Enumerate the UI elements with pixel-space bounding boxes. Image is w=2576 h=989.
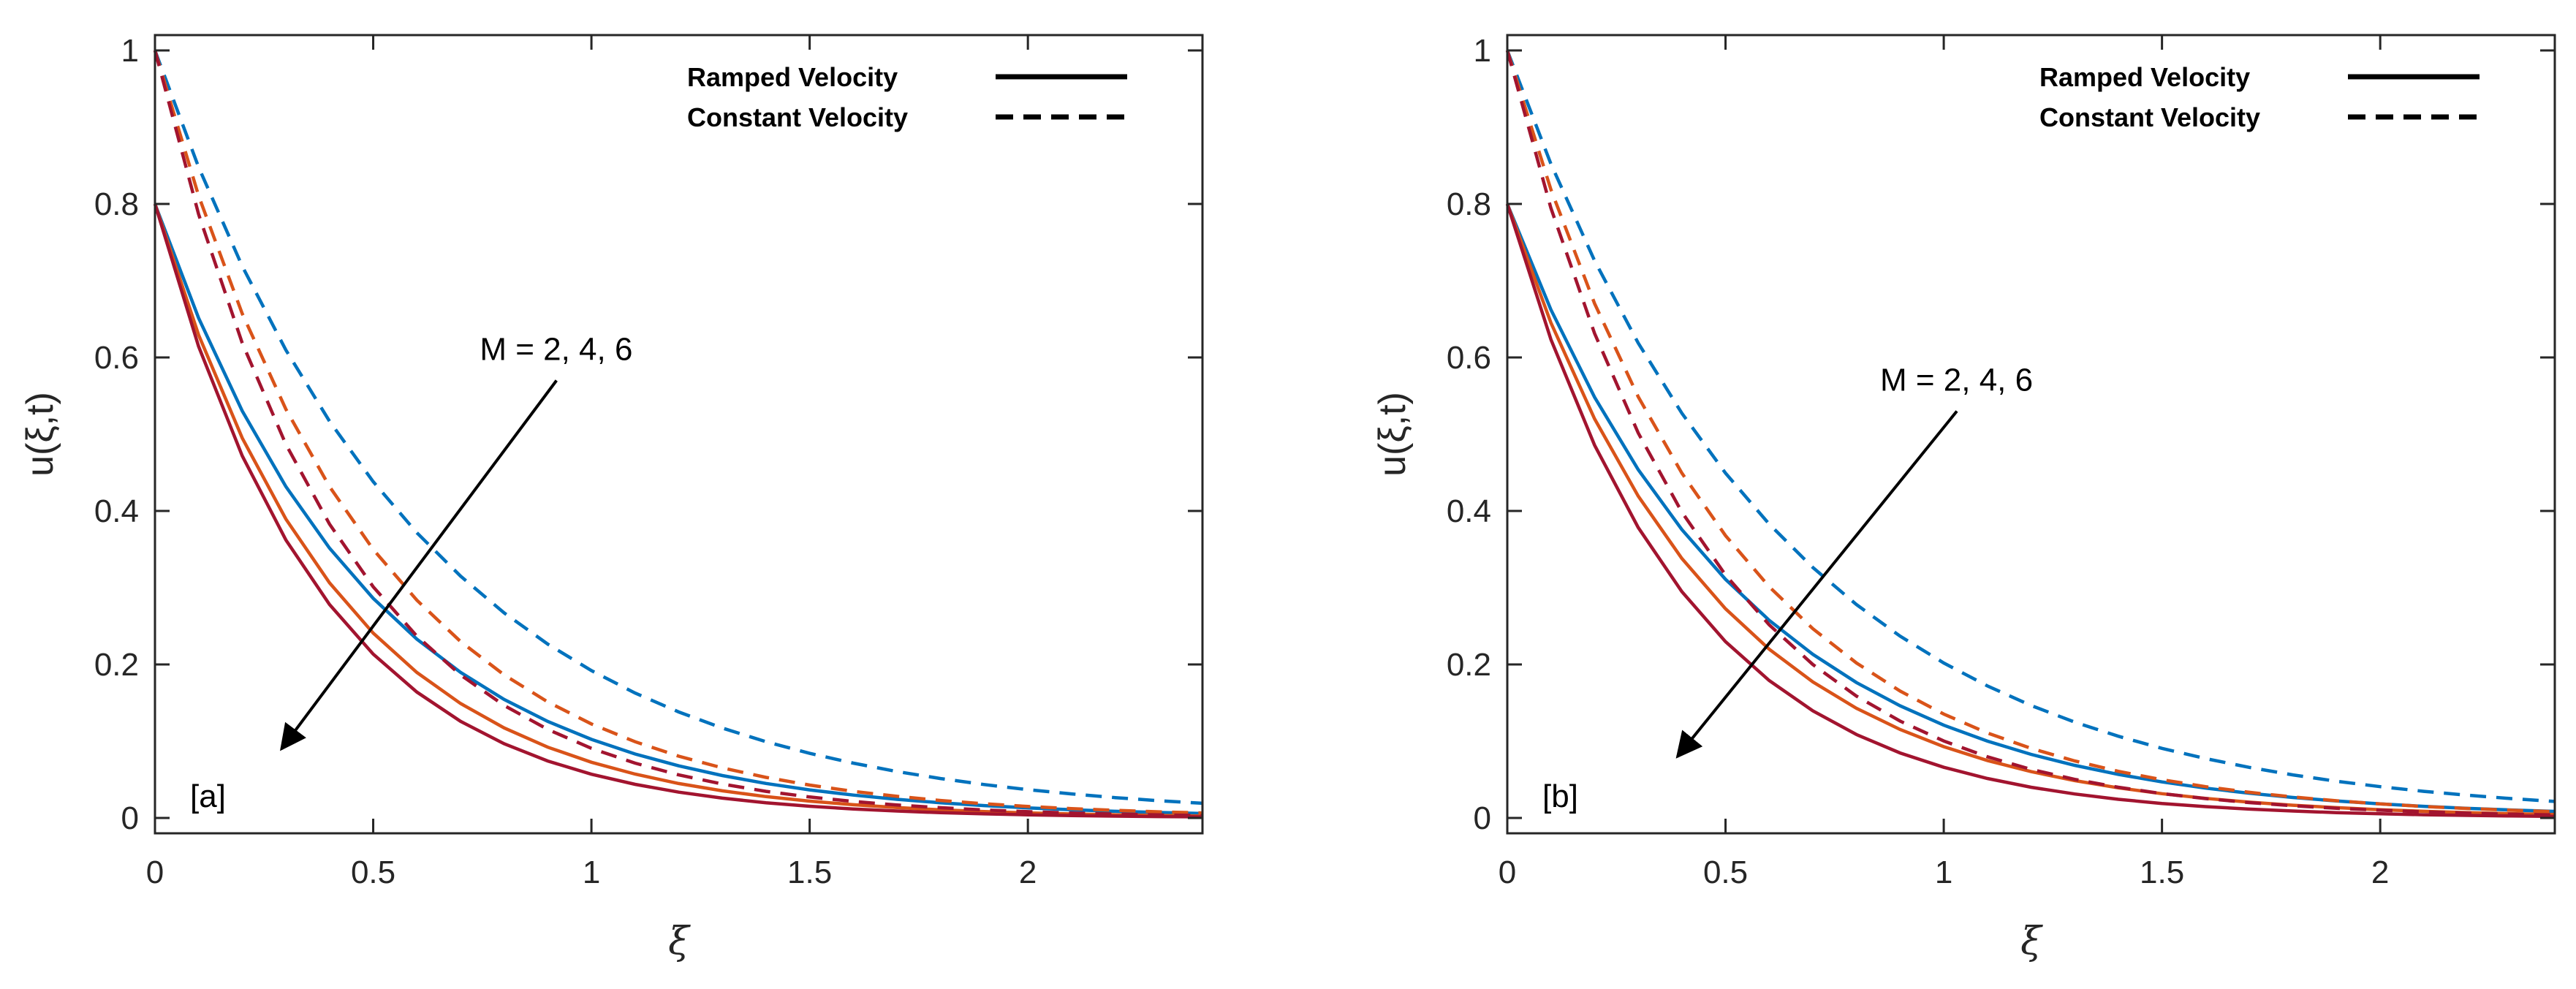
ramped-velocity-curve-3 [153,203,1203,819]
annotation-arrow [1675,410,1958,759]
y-tick-label: 1 [121,33,139,69]
curves-group [1505,50,2556,819]
constant-velocity-curve-3 [1505,50,2556,817]
legend: Ramped Velocity Constant Velocity [2039,62,2480,132]
y-tick-label: 1 [1474,33,1491,69]
annotation-arrow [280,379,558,751]
chart-panel-a: 0 0.5 1 1.5 2 0 0.2 0.4 0.6 0.8 1 ξ u(ξ,t) Ramped… [19,33,1204,963]
legend-label-ramped: Ramped Velocity [2039,62,2250,92]
curves-group [153,50,1203,819]
x-tick-label: 1.5 [2140,855,2184,890]
y-tick-label: 0 [1474,800,1491,836]
constant-velocity-curve-3 [153,50,1203,817]
axes-frame [154,34,1204,835]
annotation-text: M = 2, 4, 6 [1880,363,2033,398]
constant-velocity-curve-1 [1505,50,2556,803]
x-tick-label: 2 [2371,855,2389,890]
legend-label-ramped: Ramped Velocity [687,62,898,92]
legend-label-constant: Constant Velocity [2039,102,2260,132]
x-axis-label: ξ [668,920,691,963]
constant-velocity-curve-2 [153,50,1203,815]
x-tick-label: 1 [583,855,600,890]
x-tick-labels: 0 0.5 1 1.5 2 [146,855,1037,890]
y-tick-labels: 0 0.2 0.4 0.6 0.8 1 [1447,33,1491,836]
ramped-velocity-curve-2 [153,203,1203,818]
y-tick-label: 0.2 [94,647,139,683]
legend-label-constant: Constant Velocity [687,102,908,132]
x-axis-label: ξ [2020,920,2043,963]
ramped-velocity-curve-1 [153,203,1203,816]
y-axis-label: u(ξ,t) [19,392,61,477]
y-tick-label: 0.2 [1447,647,1491,683]
tick-marks [154,35,1202,833]
chart-panel-b: 0 0.5 1 1.5 2 0 0.2 0.4 0.6 0.8 1 ξ u(ξ,t) Ramped… [1371,33,2556,963]
y-tick-label: 0.8 [1447,186,1491,222]
constant-velocity-curve-1 [153,50,1203,806]
x-tick-label: 0 [146,855,164,890]
x-tick-label: 2 [1019,855,1037,890]
ramped-velocity-curve-1 [1505,203,2556,814]
x-tick-label: 1 [1935,855,1952,890]
ramped-velocity-curve-3 [1505,203,2556,819]
y-axis-label: u(ξ,t) [1371,392,1414,477]
annotation-text: M = 2, 4, 6 [480,332,632,368]
x-tick-label: 0 [1499,855,1516,890]
panel-tag: [a] [190,778,226,814]
y-tick-label: 0.6 [1447,340,1491,376]
y-tick-labels: 0 0.2 0.4 0.6 0.8 1 [94,33,139,836]
y-tick-label: 0.8 [94,186,139,222]
legend: Ramped Velocity Constant Velocity [687,62,1127,132]
y-tick-label: 0.4 [1447,493,1491,529]
x-tick-labels: 0 0.5 1 1.5 2 [1499,855,2390,890]
constant-velocity-curve-2 [1505,50,2556,814]
ramped-velocity-curve-2 [1505,203,2556,816]
x-tick-label: 0.5 [351,855,395,890]
panel-tag: [b] [1542,778,1578,814]
x-tick-label: 0.5 [1703,855,1748,890]
y-tick-label: 0.6 [94,340,139,376]
x-tick-label: 1.5 [787,855,832,890]
y-tick-label: 0 [121,800,139,836]
tick-marks [1506,35,2555,833]
axes-frame [1506,34,2556,835]
y-tick-label: 0.4 [94,493,139,529]
